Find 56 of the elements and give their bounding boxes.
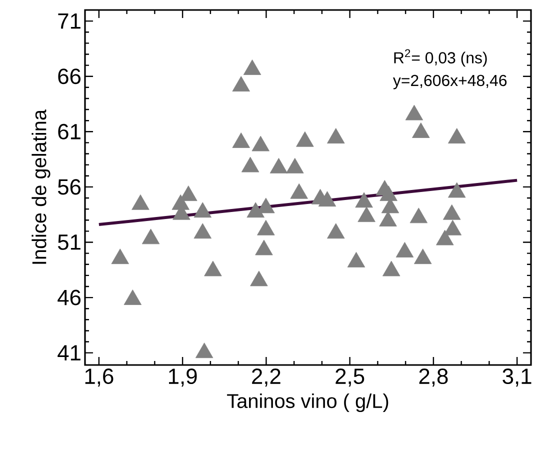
point xyxy=(132,194,150,210)
point xyxy=(347,252,366,268)
y-tick-label: 71 xyxy=(58,14,80,29)
point xyxy=(257,220,275,236)
point xyxy=(318,191,336,207)
point xyxy=(410,208,428,224)
y-tick-label: 56 xyxy=(58,179,81,195)
point xyxy=(195,342,214,358)
point xyxy=(194,223,212,239)
point xyxy=(448,182,466,198)
x-tick-label: 3,1 xyxy=(502,368,532,387)
point xyxy=(111,248,129,264)
point xyxy=(327,128,345,144)
point xyxy=(396,242,414,258)
point xyxy=(405,104,424,120)
point xyxy=(442,204,461,220)
x-tick-label: 2,5 xyxy=(336,368,364,387)
point xyxy=(414,248,432,264)
point xyxy=(270,158,288,174)
point xyxy=(296,131,314,147)
y-tick-label: 66 xyxy=(58,68,81,84)
y-tick-label: 41 xyxy=(58,345,80,360)
point xyxy=(444,220,462,236)
x-axis-title: Taninos vino ( g/L) xyxy=(227,393,388,412)
x-tick-label: 1,6 xyxy=(85,368,114,387)
x-tick-label: 2,2 xyxy=(252,368,280,387)
point xyxy=(290,183,308,199)
y-tick-label: 51 xyxy=(58,234,80,250)
point xyxy=(250,270,268,286)
x-tick-label: 2,8 xyxy=(419,368,448,387)
y-tick-label: 46 xyxy=(58,290,81,306)
point xyxy=(286,158,304,174)
point xyxy=(380,186,398,201)
x-tick-label: 1,9 xyxy=(169,368,197,387)
point xyxy=(436,230,454,246)
point xyxy=(124,290,142,305)
point xyxy=(232,132,250,148)
point xyxy=(358,206,376,222)
point xyxy=(255,240,273,256)
point xyxy=(412,122,430,138)
point xyxy=(382,260,400,276)
annotation: R$^{2}$= 0,03 (ns) xyxy=(394,49,487,67)
y-tick-label: 61 xyxy=(58,124,80,140)
point xyxy=(252,136,270,152)
point xyxy=(194,202,212,218)
point xyxy=(355,192,373,208)
point xyxy=(142,228,160,244)
y-axis-title: Indice de gelatina xyxy=(32,109,50,264)
point xyxy=(241,156,260,172)
point xyxy=(243,60,262,75)
point xyxy=(327,223,345,239)
point xyxy=(379,211,397,226)
point xyxy=(204,260,222,276)
annotation: y=2,606x+48,46 xyxy=(392,74,507,90)
point xyxy=(448,128,466,144)
point xyxy=(232,76,250,92)
